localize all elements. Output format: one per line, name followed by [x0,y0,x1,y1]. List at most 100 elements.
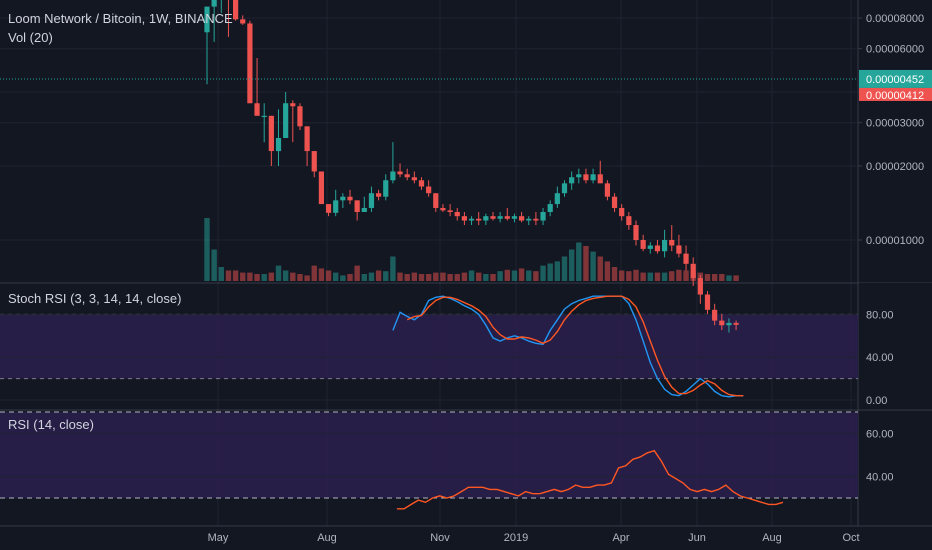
volume-bar [533,271,539,281]
candle-body[interactable] [726,322,732,326]
candle-body[interactable] [447,210,453,212]
candle-body[interactable] [454,211,460,217]
candle-body[interactable] [347,196,353,201]
volume-bar [268,272,275,281]
date-tick-label: Jun [688,532,706,544]
candle-body[interactable] [611,196,618,208]
date-tick-label: Apr [612,532,629,544]
candles[interactable] [204,0,739,333]
candle-body[interactable] [311,151,317,172]
candle-body[interactable] [404,174,410,178]
candle-body[interactable] [233,0,239,20]
candle-body[interactable] [268,115,274,152]
volume-bar [540,265,546,281]
candle-body[interactable] [683,253,689,264]
candle-body[interactable] [733,322,739,325]
candle-body[interactable] [426,186,432,194]
rsi-panel[interactable] [0,411,858,510]
volume-bar [619,270,625,281]
stoch-d-line[interactable] [406,295,744,397]
candle-body[interactable] [533,218,539,221]
candle-body[interactable] [647,245,653,249]
candle-body[interactable] [304,126,310,152]
candle-body[interactable] [690,263,696,279]
candle-body[interactable] [383,180,389,197]
candle-body[interactable] [540,211,546,221]
candle-body[interactable] [633,225,639,240]
candle-body[interactable] [490,216,496,219]
candle-body[interactable] [275,137,282,152]
date-axis[interactable]: May Aug Nov 2019 Apr Jun Aug Oct [208,532,860,544]
candle-body[interactable] [468,218,475,221]
candle-body[interactable] [211,0,217,7]
candle-body[interactable] [376,193,382,197]
grid [0,0,932,527]
candle-body[interactable] [368,193,375,208]
stoch-k-line[interactable] [392,295,744,398]
candle-body[interactable] [361,207,367,212]
candle-body[interactable] [418,180,425,187]
candle-body[interactable] [254,103,260,116]
candle-body[interactable] [333,200,339,213]
candle-body[interactable] [504,216,510,219]
candle-body[interactable] [662,240,668,252]
rsi-label[interactable]: RSI (14, close) [8,417,94,432]
candle-body[interactable] [719,320,725,326]
candle-body[interactable] [526,218,532,221]
candle-body[interactable] [483,216,489,221]
candle-body[interactable] [411,177,417,181]
candle-body[interactable] [240,19,246,24]
candle-body[interactable] [569,177,575,184]
candle-body[interactable] [640,240,646,249]
candle-body[interactable] [576,174,582,178]
volume-indicator-label[interactable]: Vol (20) [8,30,53,45]
candle-body[interactable] [590,174,596,181]
candle-body[interactable] [440,207,446,211]
candle-body[interactable] [583,174,589,181]
candle-body[interactable] [704,294,711,310]
stoch-rsi-label[interactable]: Stoch RSI (3, 3, 14, 14, close) [8,291,182,306]
candle-body[interactable] [669,240,675,246]
candle-body[interactable] [247,23,253,104]
candle-body[interactable] [476,218,482,221]
candle-body[interactable] [654,245,661,252]
candle-body[interactable] [519,216,525,221]
candle-body[interactable] [712,309,718,321]
candle-body[interactable] [340,196,346,201]
date-tick-label: May [208,532,229,544]
volume-bar [282,270,289,281]
candle-body[interactable] [597,174,603,184]
volume-bar [633,269,639,281]
candle-body[interactable] [390,171,396,181]
candle-body[interactable] [554,193,560,205]
candle-body[interactable] [676,245,682,254]
candle-body[interactable] [461,216,467,221]
volume-bar [383,271,389,281]
candle-body[interactable] [511,216,518,219]
candle-body[interactable] [604,183,610,197]
price-tick-label: 0.00002000 [866,161,924,173]
candle-body[interactable] [354,200,360,212]
candle-body[interactable] [497,216,503,219]
candle-body[interactable] [561,183,568,194]
candle-body[interactable] [697,278,703,295]
volume-bar [654,272,661,281]
volume-bar [397,272,403,281]
candle-body[interactable] [290,103,296,107]
candle-body[interactable] [325,204,332,213]
symbol-title[interactable]: Loom Network / Bitcoin, 1W, BINANCE [8,11,233,26]
volume-bar [468,270,475,281]
candle-body[interactable] [204,6,210,33]
candle-body[interactable] [547,204,553,212]
candle-body[interactable] [318,171,324,205]
candle-body[interactable] [619,207,625,217]
candle-body[interactable] [261,115,267,118]
candle-body[interactable] [283,103,289,138]
rsi-line[interactable] [396,449,784,510]
candle-body[interactable] [433,193,439,208]
stoch-tick-label: 80.00 [866,309,894,321]
candle-body[interactable] [297,106,303,127]
candle-body[interactable] [626,216,632,226]
candle-body[interactable] [397,171,403,175]
